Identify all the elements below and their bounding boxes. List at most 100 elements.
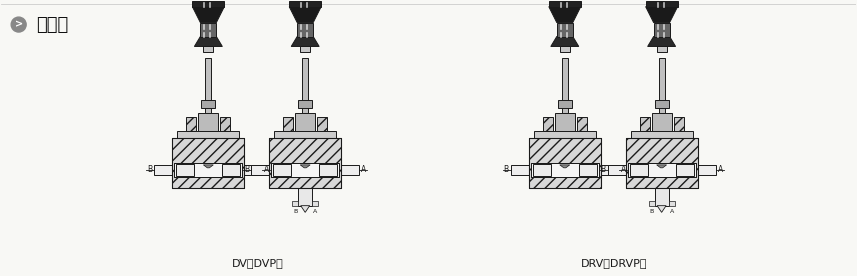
Polygon shape — [291, 36, 319, 46]
Bar — [655, 188, 668, 206]
Bar — [534, 131, 596, 138]
Text: A: A — [313, 209, 317, 214]
Bar — [186, 117, 196, 131]
Bar — [177, 164, 195, 176]
Bar — [244, 165, 262, 175]
Bar — [303, 59, 309, 113]
Polygon shape — [289, 7, 321, 23]
Bar — [172, 138, 244, 188]
Bar — [627, 163, 696, 177]
Bar — [298, 188, 312, 206]
Polygon shape — [548, 7, 581, 23]
Bar — [220, 117, 231, 131]
Bar — [206, 59, 212, 113]
Polygon shape — [657, 206, 666, 212]
Bar — [312, 201, 318, 206]
Bar — [511, 165, 529, 175]
Text: A: A — [669, 209, 674, 214]
Bar — [175, 163, 243, 177]
Bar — [272, 163, 339, 177]
Bar — [649, 201, 655, 206]
Bar — [201, 100, 215, 108]
Bar — [639, 117, 650, 131]
Bar — [645, 1, 678, 7]
Bar — [272, 163, 339, 177]
Bar — [562, 59, 568, 113]
Bar — [203, 46, 213, 52]
Bar — [529, 138, 601, 188]
Bar — [530, 163, 599, 177]
Bar — [626, 138, 698, 188]
Polygon shape — [203, 165, 213, 168]
Bar — [317, 117, 327, 131]
Text: A: A — [361, 165, 366, 174]
Bar — [201, 23, 216, 36]
Bar — [319, 164, 337, 176]
Bar — [530, 163, 599, 177]
Bar — [154, 165, 172, 175]
Bar — [654, 23, 669, 36]
Bar — [577, 117, 587, 131]
Text: A: A — [264, 165, 269, 174]
Bar — [630, 164, 648, 176]
Text: B: B — [650, 209, 654, 214]
Polygon shape — [192, 7, 225, 23]
Bar — [274, 131, 336, 138]
Polygon shape — [648, 36, 675, 46]
Polygon shape — [551, 36, 578, 46]
Bar — [177, 131, 239, 138]
Bar — [269, 138, 341, 188]
Bar — [273, 164, 291, 176]
Bar — [651, 113, 672, 131]
Bar — [656, 46, 667, 52]
Bar — [558, 100, 572, 108]
Bar — [655, 100, 668, 108]
Polygon shape — [301, 206, 309, 212]
Bar — [548, 1, 581, 7]
Bar — [631, 131, 692, 138]
Text: B: B — [293, 209, 297, 214]
Polygon shape — [645, 7, 678, 23]
Bar — [295, 113, 315, 131]
Polygon shape — [656, 165, 667, 168]
Bar — [698, 165, 716, 175]
Bar — [557, 23, 572, 36]
Bar — [175, 163, 243, 177]
Bar — [283, 117, 293, 131]
Text: >: > — [15, 20, 23, 30]
Text: A: A — [717, 165, 722, 174]
Bar — [674, 117, 684, 131]
Bar — [198, 113, 219, 131]
Polygon shape — [300, 165, 310, 168]
Text: B: B — [244, 165, 249, 174]
Bar — [192, 1, 225, 7]
Bar — [659, 59, 665, 113]
Bar — [297, 23, 313, 36]
Bar — [298, 100, 312, 108]
Bar — [533, 164, 551, 176]
Circle shape — [11, 17, 27, 32]
Bar — [542, 117, 553, 131]
Bar — [251, 165, 269, 175]
Bar — [668, 201, 674, 206]
Bar — [675, 164, 693, 176]
Polygon shape — [560, 165, 570, 168]
Bar — [627, 163, 696, 177]
Text: DV、DVP型: DV、DVP型 — [231, 258, 283, 268]
Text: DRV、DRVP型: DRV、DRVP型 — [580, 258, 647, 268]
Text: B: B — [504, 165, 509, 174]
Bar — [560, 46, 570, 52]
Bar — [529, 138, 601, 188]
Bar — [289, 1, 321, 7]
Bar — [269, 138, 341, 188]
Bar — [341, 165, 359, 175]
Bar — [172, 138, 244, 188]
Text: 结构图: 结构图 — [36, 15, 68, 34]
Bar — [222, 164, 240, 176]
Bar — [300, 46, 310, 52]
Text: A: A — [620, 165, 626, 174]
Bar — [601, 165, 619, 175]
Bar — [292, 201, 298, 206]
Bar — [608, 165, 626, 175]
Bar — [578, 164, 596, 176]
